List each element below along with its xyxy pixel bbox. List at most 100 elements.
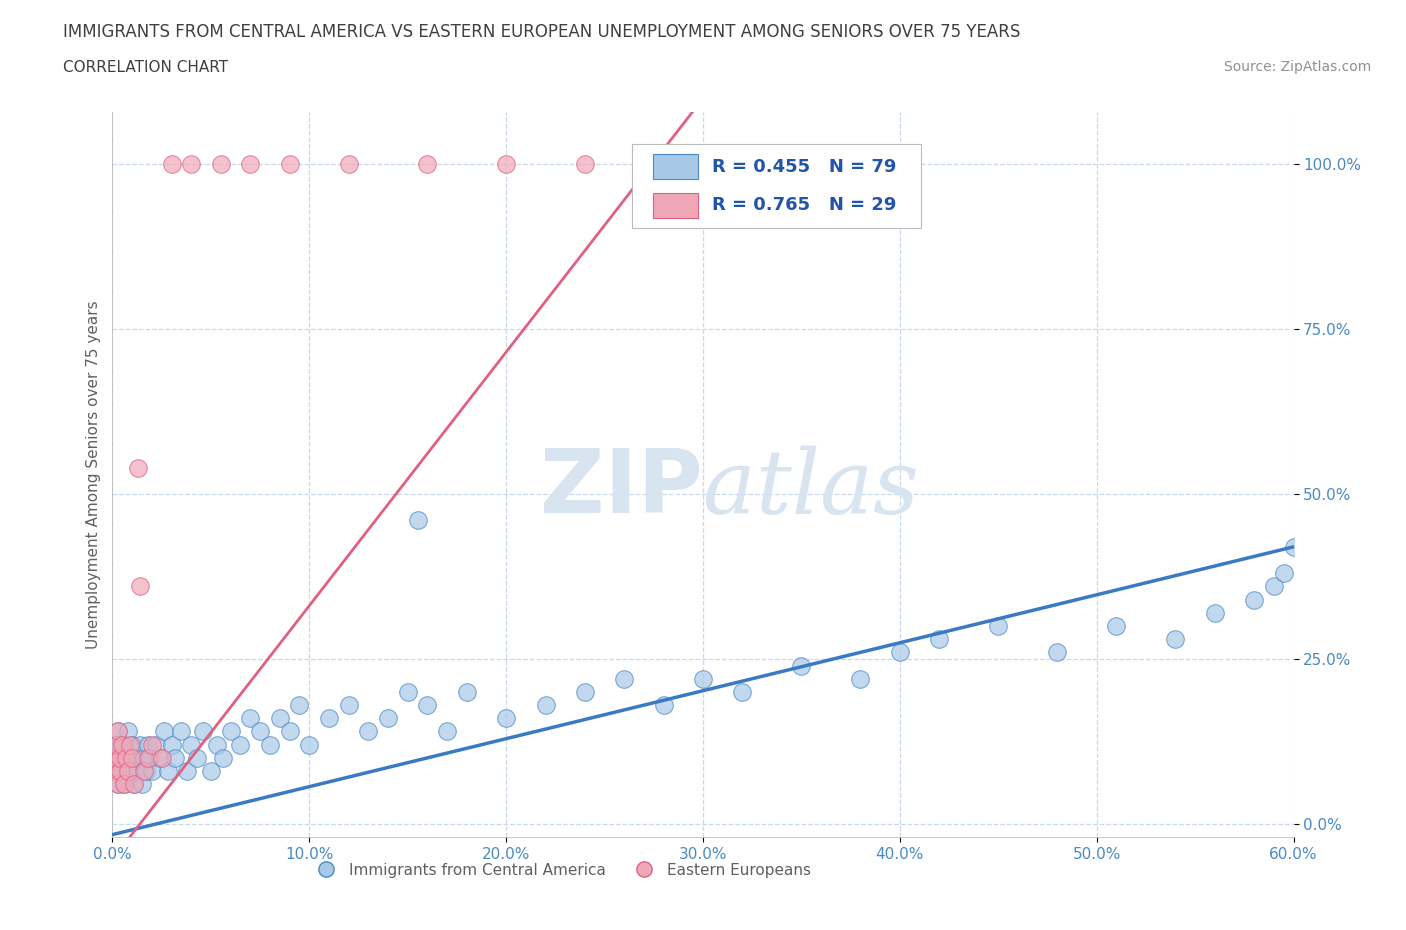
Point <box>889 644 911 659</box>
Point <box>160 157 183 172</box>
Text: atlas: atlas <box>703 445 918 532</box>
Text: IMMIGRANTS FROM CENTRAL AMERICA VS EASTERN EUROPEAN UNEMPLOYMENT AMONG SENIORS O: IMMIGRANTS FROM CENTRAL AMERICA VS EASTE… <box>63 23 1021 41</box>
Point <box>131 777 153 791</box>
Point <box>110 764 132 778</box>
Point <box>115 751 138 765</box>
Point <box>107 777 129 791</box>
Point <box>239 157 262 172</box>
Legend: Immigrants from Central America, Eastern Europeans: Immigrants from Central America, Eastern… <box>305 857 817 884</box>
Point <box>129 737 152 752</box>
Point <box>298 737 321 752</box>
Point <box>136 737 159 752</box>
Point <box>377 711 399 725</box>
Point <box>152 724 174 739</box>
Point <box>112 777 135 791</box>
Point <box>132 751 155 765</box>
Point <box>111 764 134 778</box>
Text: Source: ZipAtlas.com: Source: ZipAtlas.com <box>1223 60 1371 74</box>
Point <box>170 724 193 739</box>
Point <box>692 671 714 686</box>
Point <box>731 684 754 699</box>
Point <box>105 737 128 752</box>
Point <box>136 751 159 765</box>
Point <box>205 737 228 752</box>
Point <box>103 764 125 778</box>
Point <box>112 777 135 791</box>
Point <box>191 724 214 739</box>
Point <box>122 777 145 791</box>
Point <box>1272 565 1295 580</box>
Point <box>239 711 262 725</box>
Point <box>111 751 134 765</box>
Point <box>105 751 128 765</box>
Point <box>495 157 517 172</box>
Text: ZIP: ZIP <box>540 445 703 532</box>
Point <box>120 737 142 752</box>
Point <box>127 764 149 778</box>
Point <box>129 579 152 594</box>
Point <box>219 724 242 739</box>
Point <box>110 737 132 752</box>
Point <box>574 684 596 699</box>
Point <box>145 737 167 752</box>
Point <box>278 724 301 739</box>
Point <box>141 737 163 752</box>
Point <box>211 751 233 765</box>
Point <box>269 711 291 725</box>
Point <box>1204 605 1226 620</box>
Point <box>121 737 143 752</box>
Point <box>318 711 340 725</box>
Point <box>107 777 129 791</box>
Point <box>120 751 142 765</box>
Point <box>105 737 128 752</box>
Point <box>1164 631 1187 646</box>
Point <box>416 157 439 172</box>
Point <box>495 711 517 725</box>
Point <box>112 737 135 752</box>
Point <box>249 724 271 739</box>
Point <box>165 751 187 765</box>
Point <box>117 764 139 778</box>
Point <box>259 737 281 752</box>
Point <box>132 764 155 778</box>
Point <box>987 618 1010 633</box>
Point <box>278 157 301 172</box>
Point <box>229 737 252 752</box>
Point <box>117 764 139 778</box>
Point <box>115 751 138 765</box>
Point <box>436 724 458 739</box>
Point <box>456 684 478 699</box>
Point <box>928 631 950 646</box>
Point <box>180 737 202 752</box>
Point <box>135 764 157 778</box>
Y-axis label: Unemployment Among Seniors over 75 years: Unemployment Among Seniors over 75 years <box>86 300 101 648</box>
Point <box>652 698 675 712</box>
Text: R = 0.765   N = 29: R = 0.765 N = 29 <box>713 196 897 214</box>
Point <box>396 684 419 699</box>
Point <box>125 751 148 765</box>
FancyBboxPatch shape <box>633 144 921 228</box>
Point <box>110 764 132 778</box>
Point <box>105 751 128 765</box>
Point <box>111 737 134 752</box>
Point <box>357 724 380 739</box>
Point <box>288 698 311 712</box>
Point <box>416 698 439 712</box>
Point <box>122 777 145 791</box>
Point <box>103 764 125 778</box>
Point <box>107 724 129 739</box>
Point <box>180 157 202 172</box>
Point <box>141 764 163 778</box>
Point <box>337 698 360 712</box>
Point <box>121 764 143 778</box>
Point <box>149 751 172 765</box>
Text: R = 0.455   N = 79: R = 0.455 N = 79 <box>713 158 897 176</box>
Text: CORRELATION CHART: CORRELATION CHART <box>63 60 228 75</box>
Point <box>1263 579 1285 594</box>
Point <box>156 764 179 778</box>
Point <box>150 751 173 765</box>
Point <box>849 671 872 686</box>
Point <box>1282 539 1305 554</box>
Point <box>613 671 636 686</box>
Point <box>121 751 143 765</box>
